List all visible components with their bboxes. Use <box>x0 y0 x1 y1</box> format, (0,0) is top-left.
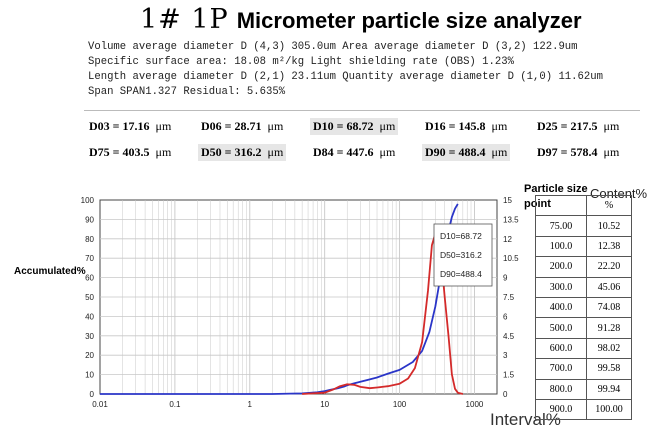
table-cell: 100.00 <box>586 398 632 421</box>
table-cell: 45.06 <box>586 276 632 298</box>
table-row: 100.0 12.38 <box>535 235 632 258</box>
summary-line: Span SPAN1.327 Residual: 5.635% <box>88 86 286 98</box>
y-tick-label-left: 30 <box>85 332 94 341</box>
summary-line: Volume average diameter D (4,3) 305.0um … <box>88 41 578 53</box>
d-value-cell: D50 = 316.2 μm <box>198 144 287 161</box>
table-row: 800.0 99.94 <box>535 378 632 400</box>
page-title: 1# 1P Micrometer particle size analyzer <box>140 4 582 35</box>
table-cell: 74.08 <box>586 296 632 319</box>
y-tick-label-left: 100 <box>81 196 95 205</box>
y-tick-label-left: 60 <box>85 274 94 283</box>
table-cell: % <box>586 194 632 217</box>
table-cell: 91.28 <box>586 317 632 339</box>
d-value-cell: D10 = 68.72 μm <box>310 118 399 135</box>
y-tick-label-right: 10.5 <box>503 254 519 263</box>
d-value-cell: D75 = 403.5 μm <box>89 145 172 159</box>
x-tick-label: 0.01 <box>92 400 108 409</box>
d-value-cell: D06 = 28.71 μm <box>201 119 284 133</box>
y-tick-label-left: 0 <box>90 390 95 399</box>
y-tick-label-left: 40 <box>85 312 94 321</box>
table-row: 300.0 45.06 <box>535 276 632 298</box>
d-value-cell: D16 = 145.8 μm <box>425 119 508 133</box>
y-tick-label-right: 15 <box>503 196 512 205</box>
summary-line: Specific surface area: 18.08 m²/kg Light… <box>88 56 514 68</box>
table-cell: 900.0 <box>535 398 587 421</box>
cumulative-series-line <box>100 203 459 395</box>
y-axis-title: Accumulated% <box>14 266 86 277</box>
y-tick-label-left: 20 <box>85 351 94 360</box>
x-tick-label: 1000 <box>466 400 484 409</box>
d-value-cell: D90 = 488.4 μm <box>422 144 511 161</box>
y-tick-label-left: 90 <box>85 215 94 224</box>
table-cell: 100.0 <box>535 235 587 258</box>
table-cell: 800.0 <box>535 378 587 400</box>
size-table: % 75.00 10.52 100.0 12.38 200.0 22.20 300.0 45.… <box>535 194 632 421</box>
y-tick-label-right: 3 <box>503 351 508 360</box>
table-cell: 99.94 <box>586 378 632 400</box>
table-cell: 22.20 <box>586 256 632 278</box>
x-tick-label: 10 <box>320 400 329 409</box>
y-tick-label-left: 80 <box>85 235 94 244</box>
table-header-row: % <box>535 194 632 217</box>
table-cell: 10.52 <box>586 215 632 237</box>
interval-series-line <box>302 232 464 395</box>
legend-box <box>433 223 493 287</box>
y-tick-label-right: 12 <box>503 235 512 244</box>
table-cell: 99.58 <box>586 358 632 380</box>
divider <box>84 110 640 111</box>
table-row: 700.0 99.58 <box>535 358 632 380</box>
d-value-cell: D03 = 17.16 μm <box>89 119 172 133</box>
y-tick-label-right: 7.5 <box>503 293 515 302</box>
legend-entry: D90=488.4 <box>440 269 482 279</box>
legend-entry: D50=316.2 <box>440 250 482 260</box>
table-cell: 200.0 <box>535 256 587 278</box>
y-tick-label-right: 0 <box>503 390 508 399</box>
table-cell: 600.0 <box>535 337 587 360</box>
d-value-cell: D25 = 217.5 μm <box>537 119 620 133</box>
table-row: 600.0 98.02 <box>535 337 632 360</box>
table-row: 200.0 22.20 <box>535 256 632 278</box>
title-number: 1# 1P <box>140 4 229 35</box>
table-cell: 75.00 <box>535 215 587 237</box>
y-tick-label-right: 13.5 <box>503 215 519 224</box>
legend-entry: D10=68.72 <box>440 231 482 241</box>
y-tick-label-left: 10 <box>85 371 94 380</box>
table-cell: 400.0 <box>535 296 587 319</box>
table-row: 75.00 10.52 <box>535 215 632 237</box>
y-tick-label-left: 70 <box>85 254 94 263</box>
table-row: 900.0 100.00 <box>535 398 632 421</box>
summary-block: Volume average diameter D (4,3) 305.0um … <box>88 40 603 100</box>
y-tick-label-left: 50 <box>85 293 94 302</box>
table-cell: 98.02 <box>586 337 632 360</box>
x-tick-label: 0.1 <box>169 400 181 409</box>
table-cell: 700.0 <box>535 358 587 380</box>
table-cell: 300.0 <box>535 276 587 298</box>
table-row: 500.0 91.28 <box>535 317 632 339</box>
table-row: 400.0 74.08 <box>535 296 632 319</box>
y-tick-label-right: 9 <box>503 274 508 283</box>
table-cell <box>535 194 587 217</box>
d-value-cell: D84 = 447.6 μm <box>313 145 396 159</box>
title-text: Micrometer particle size analyzer <box>236 8 582 33</box>
x-tick-label: 100 <box>393 400 407 409</box>
x-tick-label: 1 <box>248 400 253 409</box>
y-tick-label-right: 6 <box>503 312 508 321</box>
table-cell: 500.0 <box>535 317 587 339</box>
d-value-cell: D97 = 578.4 μm <box>537 145 620 159</box>
table-cell: 12.38 <box>586 235 632 258</box>
y-tick-label-right: 1.5 <box>503 371 515 380</box>
summary-line: Length average diameter D (2,1) 23.11um … <box>88 71 603 83</box>
y-tick-label-right: 4.5 <box>503 332 515 341</box>
